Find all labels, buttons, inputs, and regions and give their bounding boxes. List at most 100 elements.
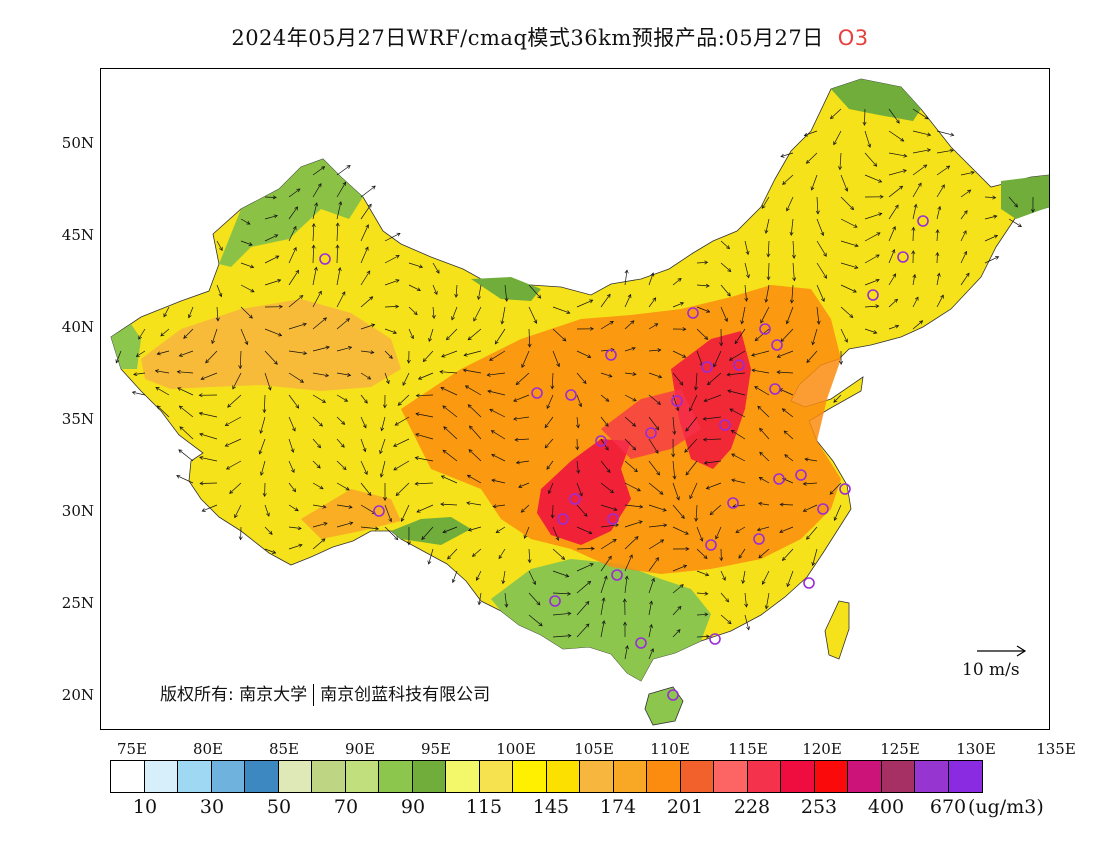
station-marker	[557, 513, 569, 525]
wind-arrow	[240, 262, 254, 268]
wind-arrow	[576, 563, 594, 572]
wind-arrow	[672, 482, 680, 501]
wind-arrow	[779, 526, 794, 533]
wind-arrow	[160, 328, 170, 337]
colorbar-cell	[446, 761, 480, 792]
copyright-notice: 版权所有: 南京大学 南京创蓝科技有限公司	[160, 680, 490, 706]
wind-arrow	[757, 406, 770, 418]
wind-arrow	[761, 196, 770, 209]
wind-arrow	[200, 372, 218, 380]
wind-arrowhead	[689, 407, 693, 412]
wind-arrowhead	[655, 426, 660, 431]
lat-label: 35N	[61, 410, 94, 428]
wind-arrowhead	[731, 478, 736, 483]
wind-arrow	[288, 460, 295, 473]
wind-arrow	[408, 262, 423, 268]
wind-arrow	[689, 394, 698, 412]
wind-arrow	[960, 230, 967, 242]
wind-arrow	[229, 482, 242, 494]
wind-arrowhead	[671, 453, 676, 458]
wind-arrow	[806, 526, 818, 540]
wind-arrowhead	[131, 390, 136, 395]
station-marker	[531, 387, 543, 399]
wind-arrowhead	[440, 502, 445, 507]
wind-arrow	[360, 224, 369, 242]
wind-arrow	[576, 548, 595, 550]
wind-arrowhead	[632, 422, 637, 427]
wind-arrowhead	[706, 634, 711, 639]
wind-arrowhead	[789, 299, 794, 304]
wind-arrow	[729, 350, 746, 361]
wind-arrowhead	[337, 266, 342, 272]
wind-arrow	[552, 328, 567, 342]
wind-arrowhead	[248, 242, 253, 246]
wind-arrow	[288, 206, 298, 220]
wind-arrowhead	[651, 577, 655, 583]
wind-arrowhead	[198, 411, 203, 416]
wind-arrow	[501, 306, 506, 324]
wind-arrowhead	[138, 335, 142, 340]
wind-arrowhead	[891, 249, 896, 254]
wind-arrowhead	[154, 369, 159, 374]
wind-arrowhead	[722, 576, 726, 581]
wind-arrow	[812, 548, 818, 566]
wind-arrow	[757, 526, 770, 531]
wind-arrow	[478, 592, 482, 605]
wind-arrow	[833, 394, 842, 403]
wind-arrowhead	[395, 279, 400, 283]
wind-arrow	[792, 262, 795, 281]
wind-arrow	[864, 130, 871, 148]
wind-arrowhead	[396, 232, 401, 237]
wind-arrowhead	[238, 536, 243, 541]
wind-arrow	[260, 416, 266, 434]
wind-arrowhead	[734, 340, 739, 345]
wind-arrow	[552, 635, 571, 638]
wind-arrow	[416, 504, 434, 513]
wind-arrowhead	[1014, 203, 1018, 208]
ozone-concentration-map	[110, 78, 1049, 726]
wind-arrowhead	[533, 319, 538, 324]
wind-arrowhead	[248, 314, 253, 319]
wind-arrowhead	[713, 363, 717, 368]
wind-arrow	[288, 544, 303, 550]
wind-arrowhead	[672, 475, 677, 480]
wind-arrowhead	[291, 427, 296, 432]
station-marker	[795, 469, 807, 481]
wind-arrowhead	[726, 245, 731, 250]
wind-arrowhead	[471, 552, 476, 557]
wind-arrowhead	[183, 334, 188, 339]
wind-arrowhead	[415, 393, 420, 398]
wind-arrow	[804, 458, 818, 462]
wind-arrow	[467, 404, 482, 418]
colorbar-cell	[278, 761, 312, 792]
wind-arrowhead	[440, 387, 445, 391]
wind-arrowhead	[416, 508, 421, 513]
wind-arrow	[443, 426, 458, 440]
wind-arrow	[648, 504, 667, 511]
wind-arrow	[423, 350, 434, 362]
colorbar-unit: (ug/m3)	[968, 796, 1044, 818]
wind-arrow	[360, 504, 376, 514]
wind-arrowhead	[348, 346, 353, 350]
wind-arrowhead	[833, 516, 838, 521]
wind-arrow	[183, 328, 194, 339]
wind-arrow	[240, 306, 253, 319]
south-green-zone	[491, 559, 711, 681]
wind-arrowhead	[371, 185, 376, 190]
wind-arrow	[912, 320, 923, 330]
wind-arrowhead	[726, 292, 731, 297]
wind-arrow	[312, 183, 322, 198]
wind-arrow	[720, 284, 731, 297]
copyright-separator	[313, 684, 315, 706]
wind-arrow	[288, 323, 307, 330]
lon-label: 110E	[650, 740, 690, 758]
wind-arrow	[741, 306, 746, 324]
wind-arrowhead	[433, 290, 438, 296]
wind-arrow	[336, 438, 345, 448]
wind-arrowhead	[632, 446, 637, 451]
wind-arrow	[936, 130, 954, 136]
station-marker	[569, 493, 581, 505]
wind-arrowhead	[759, 427, 764, 432]
wind-arrow	[864, 174, 882, 183]
wind-arrowhead	[967, 189, 972, 194]
